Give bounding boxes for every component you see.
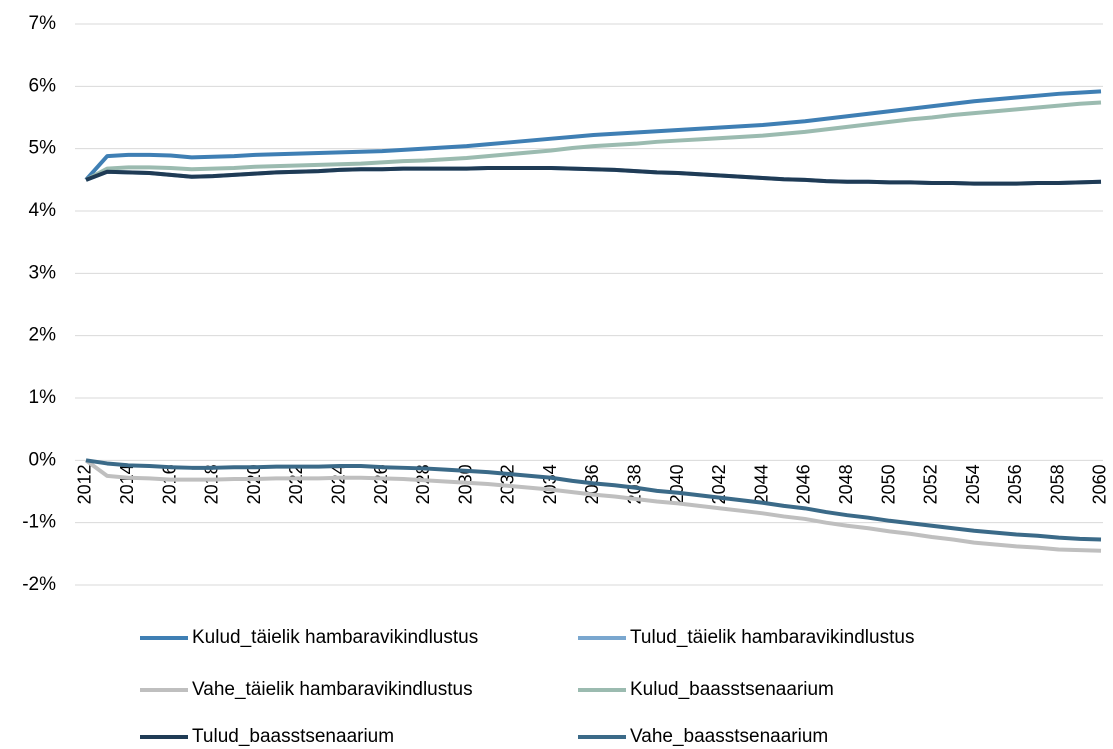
y-tick-label: 5% <box>29 138 57 159</box>
series-line <box>85 100 1102 182</box>
x-tick-label: 2056 <box>1005 464 1025 504</box>
x-tick-label: 2024 <box>329 464 349 504</box>
y-tick-label: 0% <box>29 449 57 470</box>
x-tick-label: 2020 <box>244 464 264 504</box>
x-tick-label: 2012 <box>75 464 95 504</box>
x-tick-label: 2046 <box>794 464 814 504</box>
legend-label: Tulud_baasstsenaarium <box>192 726 394 747</box>
legend-label: Tulud_täielik hambaravikindlustus <box>630 627 914 648</box>
legend-label: Kulud_täielik hambaravikindlustus <box>192 627 478 648</box>
series-line <box>84 89 1102 182</box>
y-tick-label: -1% <box>22 512 56 533</box>
x-tick-label: 2014 <box>117 464 137 504</box>
y-tick-label: 4% <box>29 200 57 221</box>
x-tick-label: 2040 <box>667 464 687 504</box>
x-tick-label: 2034 <box>540 464 560 504</box>
series-line <box>84 458 1102 553</box>
x-tick-label: 2054 <box>963 464 983 504</box>
x-tick-label: 2044 <box>751 464 771 504</box>
x-tick-label: 2022 <box>286 464 306 504</box>
legend-label: Vahe_baasstsenaarium <box>630 726 828 747</box>
y-tick-label: 3% <box>29 262 57 283</box>
y-tick-label: 7% <box>29 13 57 34</box>
x-tick-label: 2050 <box>878 464 898 504</box>
x-tick-label: 2058 <box>1047 464 1067 504</box>
y-tick-label: 2% <box>29 325 57 346</box>
x-tick-label: 2016 <box>159 464 179 504</box>
y-tick-label: -2% <box>22 574 56 595</box>
x-tick-label: 2052 <box>921 464 941 504</box>
series-line <box>85 165 1102 186</box>
y-tick-label: 1% <box>29 387 57 408</box>
x-tick-label: 2060 <box>1090 464 1110 504</box>
x-tick-label: 2018 <box>202 464 222 504</box>
x-tick-label: 2026 <box>371 464 391 504</box>
x-tick-label: 2038 <box>625 464 645 504</box>
legend-label: Vahe_täielik hambaravikindlustus <box>192 679 473 700</box>
y-tick-label: 6% <box>29 75 57 96</box>
x-tick-label: 2042 <box>709 464 729 504</box>
x-tick-label: 2028 <box>413 464 433 504</box>
x-tick-label: 2048 <box>836 464 856 504</box>
legend-label: Kulud_baasstsenaarium <box>630 679 834 700</box>
series-line <box>85 458 1102 542</box>
